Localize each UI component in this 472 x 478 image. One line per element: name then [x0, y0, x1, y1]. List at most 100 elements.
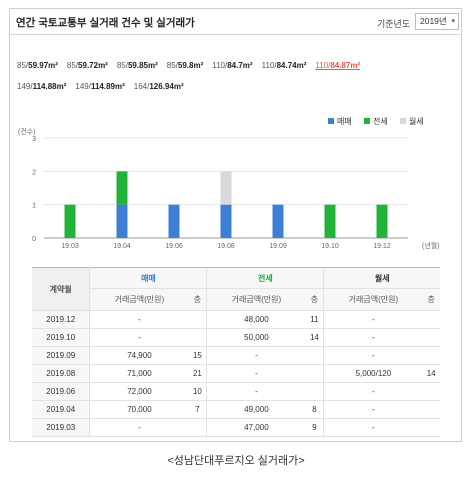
- monthly-price-cell: -: [323, 418, 423, 437]
- x-tick-label: 19.03: [61, 243, 79, 250]
- jeonse-floor-cell: [305, 346, 324, 365]
- size-option-area: 84.74m²: [276, 61, 307, 70]
- size-option-area: 84.87m²: [330, 61, 361, 70]
- jeonse-floor-cell: 11: [305, 310, 324, 329]
- subheader-floor: 층: [188, 288, 207, 311]
- jeonse-floor-cell: 14: [305, 328, 324, 347]
- monthly-price-cell: -: [323, 346, 423, 365]
- subheader-floor: 층: [422, 288, 440, 311]
- size-option-area: 59.85m²: [127, 61, 158, 70]
- size-option-area: 59.97m²: [28, 61, 58, 70]
- jeonse-price-cell: 50,000: [206, 328, 306, 347]
- bar-sale: [168, 204, 180, 238]
- monthly-price-cell: 5,000/120: [323, 364, 423, 383]
- size-option[interactable]: 85/59.97m²: [17, 61, 58, 70]
- size-option-area: 84.7m²: [227, 61, 253, 70]
- size-option[interactable]: 110/84.7m²: [212, 61, 252, 70]
- size-option[interactable]: 110/84.74m²: [262, 61, 307, 70]
- size-option-area: 114.89m²: [90, 82, 125, 91]
- size-option-supply: 149/: [75, 82, 91, 91]
- size-option-supply: 164/: [133, 82, 150, 91]
- month-cell: 2019.06: [32, 382, 91, 401]
- y-axis-label: (건수): [18, 127, 36, 136]
- size-option[interactable]: 85/59.8m²: [167, 61, 203, 70]
- jeonse-price-cell: 47,000: [206, 418, 306, 437]
- size-option-area: 59.72m²: [78, 61, 108, 70]
- sale-price-cell: -: [89, 310, 189, 329]
- x-tick-label: 19.04: [113, 243, 131, 250]
- bar-jeonse: [324, 204, 336, 238]
- sale-floor-cell: 21: [188, 364, 207, 383]
- size-options-row: 85/59.97m² 85/59.72m² 85/59.85m² 85/59.8m² 1…: [17, 61, 369, 73]
- month-cell: 2019.04: [32, 400, 91, 419]
- group-header-sale: 매매: [89, 267, 207, 289]
- bar-jeonse: [376, 204, 388, 238]
- legend-item-jeonse: 전세: [363, 116, 388, 127]
- monthly-floor-cell: [422, 328, 440, 347]
- sale-floor-cell: 10: [188, 382, 207, 401]
- size-option[interactable]: 85/59.85m²: [117, 61, 158, 70]
- jeonse-floor-cell: [305, 382, 324, 401]
- year-label: 기준년도: [377, 19, 411, 29]
- month-cell: 2019.09: [32, 346, 91, 365]
- x-tick-label: 19.06: [165, 243, 183, 250]
- size-option-supply: 85/: [166, 61, 178, 70]
- sale-floor-cell: 15: [188, 346, 207, 365]
- size-option-area: 114.88m²: [32, 82, 67, 91]
- jeonse-price-cell: -: [206, 346, 306, 365]
- size-options-row: 149/114.88m² 149/114.89m² 164/126.94m²: [17, 82, 193, 94]
- size-option-supply: 149/: [17, 82, 33, 91]
- table-row: 2019.09 74,900 15- -: [32, 346, 440, 365]
- sale-price-cell: 72,000: [89, 382, 189, 401]
- size-option-supply: 85/: [116, 61, 128, 70]
- sale-price-cell: -: [89, 328, 189, 347]
- size-option[interactable]: 110/84.87m²: [315, 61, 360, 70]
- monthly-floor-cell: [422, 382, 440, 401]
- subheader-price: 거래금액(만원): [206, 288, 306, 311]
- jeonse-floor-cell: 9: [305, 418, 324, 437]
- legend-item-monthly: 월세: [399, 116, 424, 127]
- subheader-price: 거래금액(만원): [89, 288, 189, 311]
- jeonse-floor-cell: 8: [305, 400, 324, 419]
- legend-swatch: [399, 118, 406, 124]
- chart-legend: 매매 전세 월세: [328, 116, 434, 127]
- x-tick-label: 19.08: [217, 243, 235, 250]
- sale-price-cell: -: [89, 418, 189, 437]
- table-row: 2019.12-48,000 11-: [32, 310, 440, 329]
- monthly-floor-cell: [422, 310, 440, 329]
- size-option[interactable]: 85/59.72m²: [67, 61, 108, 70]
- size-option-area: 126.94m²: [149, 82, 184, 91]
- legend-item-sale: 매매: [328, 116, 352, 127]
- subheader-price: 거래금액(만원): [323, 288, 423, 311]
- size-option[interactable]: 149/114.89m²: [75, 82, 124, 91]
- size-option-supply: 85/: [66, 61, 79, 70]
- size-option-supply: 110/: [315, 61, 331, 70]
- jeonse-price-cell: 48,000: [206, 310, 306, 329]
- size-option[interactable]: 164/126.94m²: [134, 82, 184, 91]
- monthly-price-cell: -: [323, 382, 423, 401]
- jeonse-price-cell: 49,000: [206, 400, 306, 419]
- sale-floor-cell: [188, 310, 207, 329]
- transaction-count-chart: 0 1 2 3(건수) 19.03 19.04 19.06 19.08 19.09 19.10 19…: [18, 127, 440, 250]
- monthly-price-cell: -: [323, 328, 423, 347]
- table-row: 2019.03-47,000 9-: [32, 418, 440, 437]
- subheader-floor: 층: [305, 288, 324, 311]
- monthly-floor-cell: 14: [422, 364, 440, 383]
- legend-label: 전세: [372, 117, 388, 126]
- jeonse-price-cell: -: [206, 364, 306, 383]
- legend-label: 매매: [337, 117, 352, 126]
- size-option[interactable]: 149/114.88m²: [17, 82, 66, 91]
- size-option-supply: 85/: [17, 61, 29, 70]
- transaction-table: 계약월 매매 전세 월세 거래금액(만원) 층 거래금액(만원) 층 거래금액(…: [32, 267, 440, 437]
- y-tick-label: 0: [32, 236, 36, 243]
- legend-swatch: [363, 118, 370, 124]
- row-header: 계약월: [32, 267, 91, 311]
- year-select[interactable]: 2019년 ▾: [415, 13, 459, 30]
- x-tick-label: 19.09: [269, 243, 287, 250]
- size-option-area: 59.8m²: [177, 61, 204, 70]
- month-cell: 2019.03: [32, 418, 91, 437]
- month-cell: 2019.10: [32, 328, 91, 347]
- monthly-price-cell: -: [323, 310, 423, 329]
- table-row: 2019.06 72,000 10- -: [32, 382, 440, 401]
- y-tick-label: 2: [32, 169, 36, 176]
